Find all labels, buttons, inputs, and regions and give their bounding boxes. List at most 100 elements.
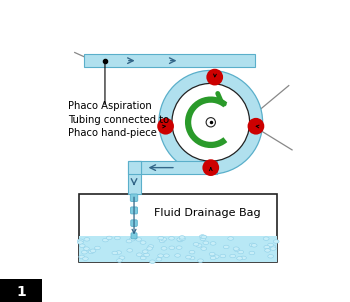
Circle shape	[157, 118, 174, 135]
Ellipse shape	[249, 243, 255, 246]
Circle shape	[202, 159, 219, 176]
Ellipse shape	[103, 238, 108, 242]
Text: Phaco Aspiration
Tubing connected to
Phaco hand-piece: Phaco Aspiration Tubing connected to Pha…	[68, 101, 169, 138]
Ellipse shape	[127, 249, 133, 252]
Ellipse shape	[77, 239, 83, 243]
Ellipse shape	[140, 241, 146, 244]
Ellipse shape	[79, 255, 85, 259]
Ellipse shape	[176, 246, 182, 249]
Bar	[127, 161, 141, 174]
Bar	[79, 194, 277, 262]
Ellipse shape	[238, 250, 244, 254]
Ellipse shape	[177, 238, 183, 242]
Ellipse shape	[112, 251, 118, 255]
Bar	[127, 161, 141, 194]
Ellipse shape	[189, 256, 195, 260]
Ellipse shape	[83, 257, 88, 260]
Ellipse shape	[240, 256, 246, 260]
Ellipse shape	[228, 237, 233, 240]
Ellipse shape	[237, 257, 243, 260]
Ellipse shape	[201, 247, 206, 250]
Ellipse shape	[88, 250, 94, 254]
Ellipse shape	[148, 245, 154, 248]
Ellipse shape	[84, 238, 90, 241]
Bar	[79, 236, 277, 262]
FancyBboxPatch shape	[131, 233, 137, 239]
Ellipse shape	[203, 241, 209, 245]
Ellipse shape	[158, 236, 164, 240]
Ellipse shape	[79, 244, 85, 247]
Ellipse shape	[263, 237, 269, 240]
Ellipse shape	[140, 256, 146, 260]
Ellipse shape	[210, 242, 216, 245]
Ellipse shape	[197, 259, 203, 262]
Ellipse shape	[158, 254, 163, 257]
Ellipse shape	[186, 255, 191, 259]
Ellipse shape	[179, 236, 185, 239]
Circle shape	[206, 117, 215, 127]
Ellipse shape	[119, 256, 125, 259]
Ellipse shape	[169, 236, 174, 240]
Ellipse shape	[268, 243, 273, 247]
Ellipse shape	[161, 238, 167, 241]
Ellipse shape	[193, 243, 199, 246]
Ellipse shape	[169, 246, 175, 249]
Ellipse shape	[209, 252, 215, 256]
Ellipse shape	[161, 247, 167, 250]
Ellipse shape	[136, 238, 142, 241]
Circle shape	[206, 69, 223, 85]
Ellipse shape	[200, 237, 206, 241]
Ellipse shape	[163, 254, 169, 257]
Ellipse shape	[199, 235, 205, 238]
Ellipse shape	[273, 240, 279, 243]
Bar	[127, 161, 141, 174]
Text: Fluid Drainage Bag: Fluid Drainage Bag	[154, 208, 261, 218]
FancyBboxPatch shape	[130, 194, 138, 201]
Ellipse shape	[84, 247, 89, 250]
Ellipse shape	[220, 254, 226, 258]
Ellipse shape	[230, 254, 236, 258]
Ellipse shape	[156, 258, 162, 261]
Circle shape	[172, 83, 250, 161]
Ellipse shape	[90, 249, 96, 252]
Ellipse shape	[213, 255, 219, 259]
Ellipse shape	[147, 247, 153, 250]
Ellipse shape	[196, 244, 202, 247]
Ellipse shape	[249, 251, 255, 255]
Ellipse shape	[223, 245, 229, 249]
Bar	[84, 54, 256, 67]
Ellipse shape	[130, 237, 135, 241]
Ellipse shape	[268, 255, 274, 258]
Ellipse shape	[264, 245, 270, 249]
Ellipse shape	[210, 256, 216, 260]
Ellipse shape	[77, 241, 83, 244]
Ellipse shape	[201, 235, 207, 239]
Ellipse shape	[136, 253, 142, 256]
Ellipse shape	[175, 254, 181, 257]
Ellipse shape	[189, 250, 195, 254]
Ellipse shape	[82, 251, 87, 254]
Ellipse shape	[233, 247, 239, 250]
Ellipse shape	[114, 236, 120, 240]
Ellipse shape	[117, 259, 122, 262]
Ellipse shape	[149, 260, 155, 263]
Ellipse shape	[106, 236, 112, 239]
Circle shape	[247, 118, 264, 135]
Ellipse shape	[142, 250, 148, 253]
Ellipse shape	[144, 253, 149, 257]
Text: 1: 1	[16, 285, 26, 299]
Ellipse shape	[265, 249, 271, 252]
Ellipse shape	[126, 239, 132, 243]
Ellipse shape	[94, 246, 100, 250]
FancyBboxPatch shape	[131, 207, 138, 214]
FancyBboxPatch shape	[131, 220, 137, 226]
Bar	[134, 161, 217, 174]
Ellipse shape	[177, 238, 183, 241]
Ellipse shape	[270, 247, 276, 250]
Ellipse shape	[159, 239, 165, 243]
Circle shape	[159, 70, 262, 174]
Ellipse shape	[116, 251, 121, 254]
Ellipse shape	[180, 237, 185, 241]
Ellipse shape	[234, 248, 240, 252]
Ellipse shape	[270, 245, 276, 249]
